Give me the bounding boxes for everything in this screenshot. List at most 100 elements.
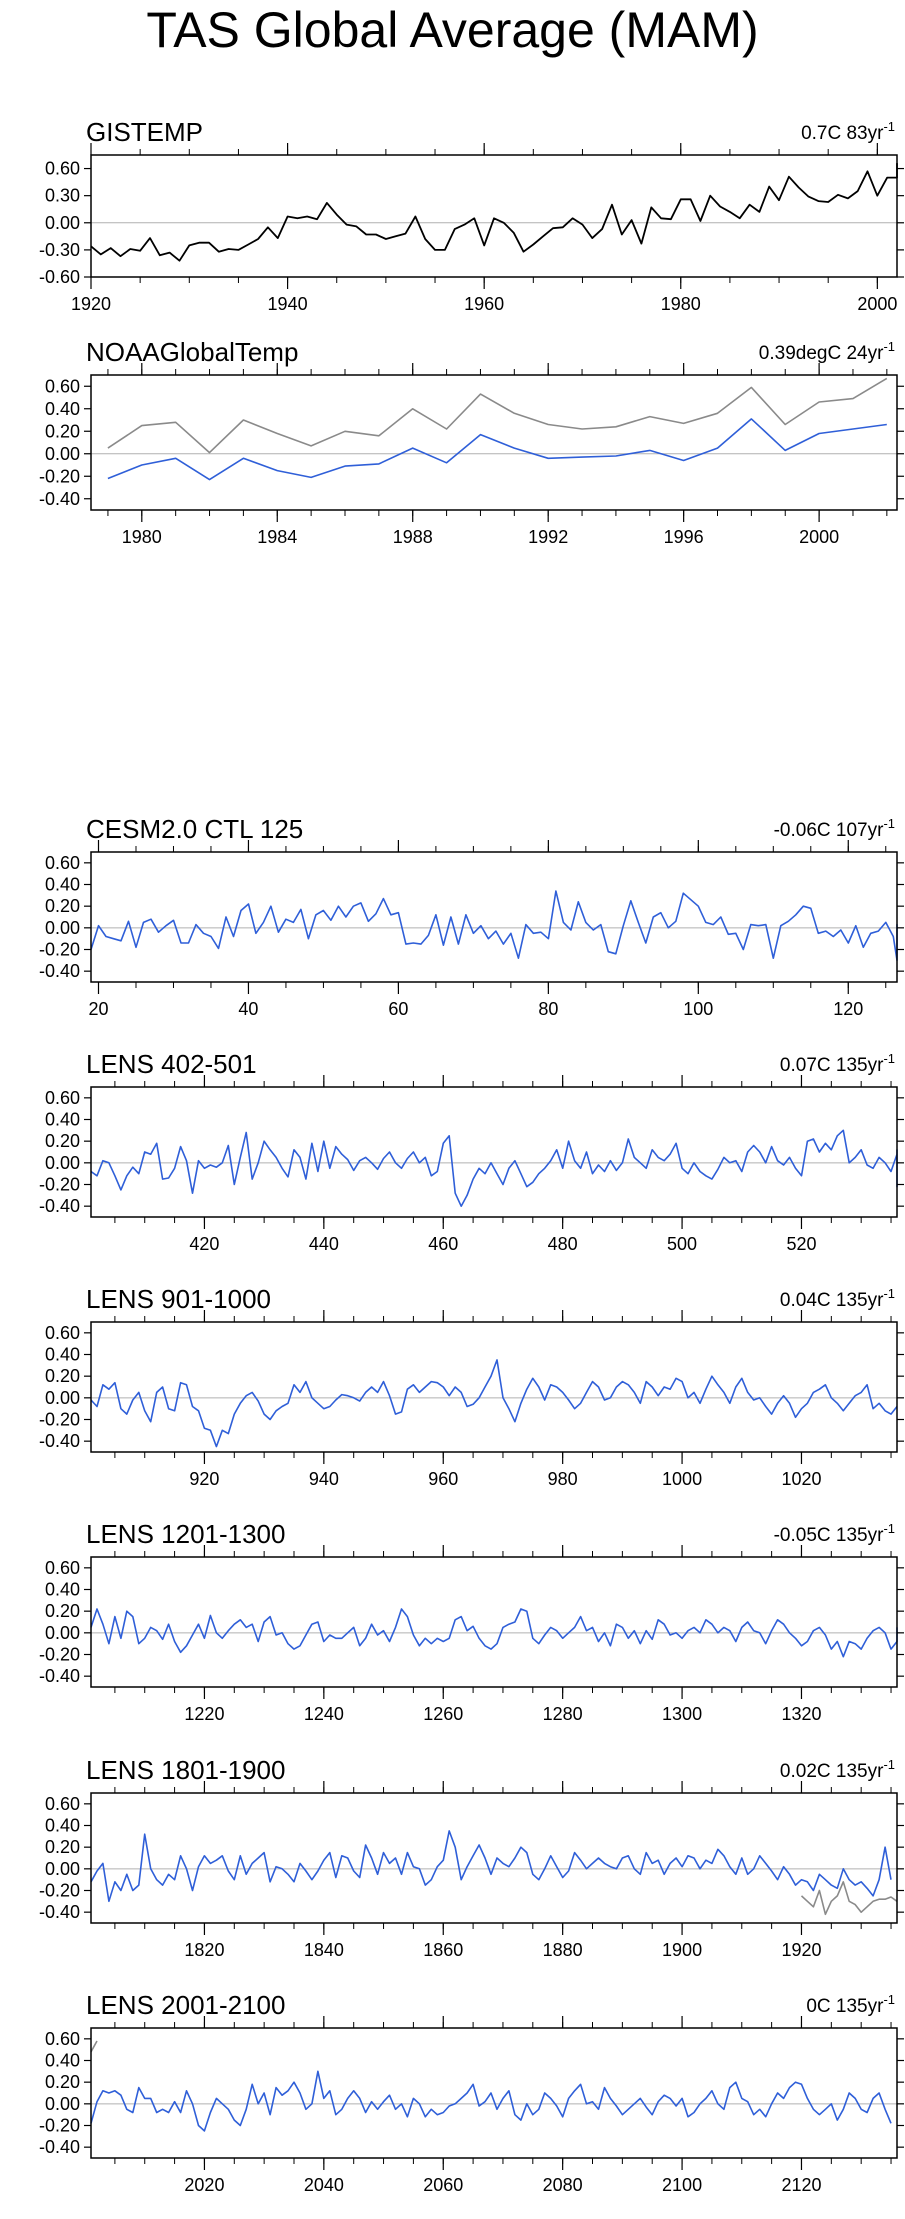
y-tick-label: -0.20 [39, 1175, 80, 1195]
y-tick-label: 0.60 [45, 1558, 80, 1578]
panel-title: LENS 402-501 [86, 1049, 257, 1079]
plot-frame [90, 1556, 898, 1688]
series-line-0 [90, 1129, 898, 1207]
trend-exponent: -1 [883, 1521, 895, 1536]
trend-label: -0.05C 135yr-1 [774, 1521, 895, 1546]
page-title: TAS Global Average (MAM) [146, 2, 759, 58]
x-tick-label: 420 [189, 1234, 219, 1254]
x-tick-label: 1220 [184, 1704, 224, 1724]
series-line-0 [90, 890, 898, 962]
x-tick-label: 20 [88, 999, 108, 1019]
x-tick-label: 1880 [543, 1940, 583, 1960]
x-tick-label: 1960 [464, 294, 504, 314]
y-tick-label: -0.20 [39, 1410, 80, 1430]
y-tick-label: 0.40 [45, 1110, 80, 1130]
panel-title: LENS 2001-2100 [86, 1990, 285, 2020]
x-tick-label: 440 [309, 1234, 339, 1254]
x-tick-label: 80 [538, 999, 558, 1019]
trend-value: -0.05C 135yr [774, 1525, 885, 1546]
y-tick-label: 0.00 [45, 444, 80, 464]
trend-exponent: -1 [883, 339, 895, 354]
y-tick-label: 0.40 [45, 1345, 80, 1365]
series-line-1 [107, 418, 887, 481]
series-line-0 [90, 1359, 898, 1448]
x-tick-label: 1900 [662, 1940, 702, 1960]
x-tick-label: 500 [667, 1234, 697, 1254]
y-tick-label: -0.40 [39, 961, 80, 981]
series-line-1 [800, 1881, 898, 1916]
x-tick-label: 940 [309, 1469, 339, 1489]
y-tick-label: -0.40 [39, 1196, 80, 1216]
x-tick-label: 2080 [543, 2175, 583, 2195]
x-tick-label: 1280 [543, 1704, 583, 1724]
trend-exponent: -1 [883, 1992, 895, 2007]
x-tick-label: 2000 [857, 294, 897, 314]
y-tick-label: 0.00 [45, 1623, 80, 1643]
x-tick-label: 1992 [528, 527, 568, 547]
trend-label: 0.04C 135yr-1 [780, 1286, 895, 1311]
trend-value: 0.07C 135yr [780, 1055, 884, 1076]
y-tick-label: -0.20 [39, 466, 80, 486]
y-tick-label: -0.30 [39, 240, 80, 260]
y-tick-label: 0.00 [45, 1153, 80, 1173]
trend-value: -0.06C 107yr [774, 820, 885, 841]
x-tick-label: 2120 [781, 2175, 821, 2195]
panel-title: LENS 901-1000 [86, 1284, 271, 1314]
x-tick-label: 60 [388, 999, 408, 1019]
trend-exponent: -1 [883, 816, 895, 831]
y-tick-label: 0.60 [45, 853, 80, 873]
x-tick-label: 460 [428, 1234, 458, 1254]
y-tick-label: 0.60 [45, 1088, 80, 1108]
plot-frame [90, 1321, 898, 1453]
trend-value: 0.7C 83yr [801, 123, 884, 144]
panel-title: LENS 1201-1300 [86, 1519, 285, 1549]
x-tick-label: 1000 [662, 1469, 702, 1489]
trend-label: -0.06C 107yr-1 [774, 816, 895, 841]
y-tick-label: 0.40 [45, 2051, 80, 2071]
panel-2: CESM2.0 CTL 125 -0.06C 107yr-1-0.40-0.200… [39, 814, 904, 1019]
plot-frame [90, 154, 898, 278]
series-line-0 [90, 1608, 898, 1658]
y-tick-label: -0.20 [39, 940, 80, 960]
y-tick-label: 0.00 [45, 2094, 80, 2114]
panel-1: NOAAGlobalTemp 0.39degC 24yr-1-0.40-0.200… [39, 337, 904, 547]
y-tick-label: -0.20 [39, 1881, 80, 1901]
trend-label: 0.39degC 24yr-1 [759, 339, 895, 364]
trend-label: 0.7C 83yr-1 [801, 119, 895, 144]
x-tick-label: 520 [786, 1234, 816, 1254]
y-tick-label: 0.20 [45, 1837, 80, 1857]
y-tick-label: 0.00 [45, 1388, 80, 1408]
x-tick-label: 120 [833, 999, 863, 1019]
y-tick-label: 0.60 [45, 2029, 80, 2049]
panel-title: CESM2.0 CTL 125 [86, 814, 303, 844]
x-tick-label: 980 [548, 1469, 578, 1489]
x-tick-label: 2100 [662, 2175, 702, 2195]
x-tick-label: 1980 [122, 527, 162, 547]
y-tick-label: 0.00 [45, 213, 80, 233]
panel-6: LENS 1801-1900 0.02C 135yr-1-0.40-0.200.0… [39, 1755, 904, 1960]
y-tick-label: -0.40 [39, 489, 80, 509]
x-tick-label: 2020 [184, 2175, 224, 2195]
panel-title: LENS 1801-1900 [86, 1755, 285, 1785]
panel-3: LENS 402-501 0.07C 135yr-1 -0.40-0.200.00 0… [39, 1049, 904, 1254]
trend-exponent: -1 [883, 1757, 895, 1772]
y-tick-label: 0.40 [45, 1816, 80, 1836]
x-tick-label: 1984 [257, 527, 297, 547]
trend-value: 0.02C 135yr [780, 1761, 884, 1782]
y-tick-label: 0.60 [45, 1794, 80, 1814]
x-tick-label: 920 [189, 1469, 219, 1489]
series-line-0 [107, 377, 888, 454]
series-line-1 [90, 2070, 892, 2132]
y-tick-label: 0.20 [45, 421, 80, 441]
x-tick-label: 1320 [781, 1704, 821, 1724]
y-tick-label: 0.00 [45, 918, 80, 938]
x-tick-label: 1840 [304, 1940, 344, 1960]
x-tick-label: 1988 [393, 527, 433, 547]
panel-7: LENS 2001-2100 0C 135yr-1-0.40-0.200.000.… [39, 1990, 904, 2195]
y-tick-label: 0.40 [45, 399, 80, 419]
y-tick-label: 0.30 [45, 186, 80, 206]
trend-exponent: -1 [883, 1051, 895, 1066]
y-tick-label: 0.20 [45, 1366, 80, 1386]
